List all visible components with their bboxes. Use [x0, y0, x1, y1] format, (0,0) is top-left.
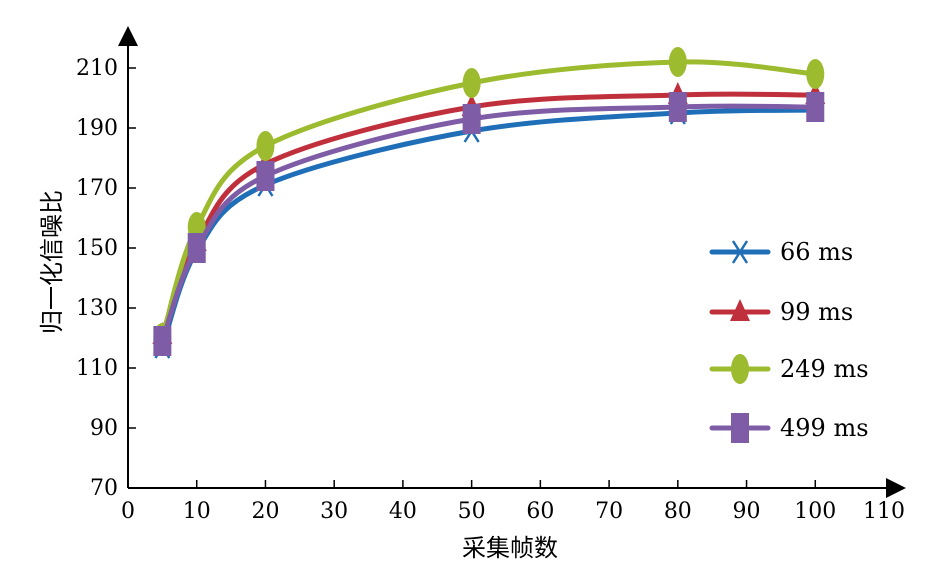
- x-tick-label: 70: [595, 499, 623, 524]
- series-249-ms: [153, 47, 825, 353]
- legend-entry: 66 ms: [709, 238, 853, 266]
- x-tick-label: 100: [794, 499, 836, 524]
- legend-marker: [731, 240, 749, 264]
- x-tick-label: 10: [183, 499, 211, 524]
- plot-area: [152, 47, 826, 359]
- data-point: [668, 47, 687, 77]
- x-tick-label: 30: [320, 499, 348, 524]
- x-tick-label: 20: [251, 499, 279, 524]
- x-tick-label: 90: [733, 499, 761, 524]
- legend: 66 ms 99 ms 249 ms 499 ms: [709, 238, 869, 443]
- y-tick-label: 210: [76, 56, 118, 81]
- x-tick-label: 0: [121, 499, 135, 524]
- x-tick-label: 50: [458, 499, 486, 524]
- data-point: [462, 104, 481, 134]
- x-tick-label: 60: [526, 499, 554, 524]
- data-point: [668, 92, 687, 122]
- y-tick-label: 90: [90, 416, 118, 441]
- legend-entry: 99 ms: [709, 298, 853, 326]
- data-point: [462, 68, 481, 98]
- legend-label: 66 ms: [780, 238, 853, 266]
- series-66-ms: [154, 98, 824, 359]
- y-tick-label: 170: [76, 176, 118, 201]
- axes: 0 10 20 30 40 50 60 70 80 90 100 110 70 90 110 130 150 17…: [38, 26, 906, 562]
- x-axis-title: 采集帧数: [462, 534, 558, 562]
- series-499-ms: [153, 92, 825, 356]
- legend-marker: [731, 354, 749, 384]
- y-tick-label: 130: [76, 296, 118, 321]
- y-tick-label: 150: [76, 236, 118, 261]
- legend-label: 249 ms: [780, 355, 869, 383]
- data-point: [187, 233, 206, 263]
- data-point: [806, 92, 825, 122]
- y-tick-label: 110: [76, 356, 118, 381]
- y-axis-title: 归一化信噪比: [38, 190, 66, 334]
- data-point: [256, 161, 275, 191]
- series-99-ms: [152, 82, 826, 344]
- y-tick-label: 70: [90, 476, 118, 501]
- data-point: [806, 59, 825, 89]
- y-tick-label: 190: [76, 116, 118, 141]
- legend-entry: 499 ms: [709, 413, 869, 443]
- x-tick-label: 80: [664, 499, 692, 524]
- data-point: [153, 326, 172, 356]
- x-tick-label: 40: [389, 499, 417, 524]
- data-point: [256, 131, 275, 161]
- legend-label: 99 ms: [780, 298, 853, 326]
- legend-label: 499 ms: [780, 414, 869, 442]
- legend-marker: [731, 413, 749, 443]
- x-tick-label: 110: [863, 499, 905, 524]
- legend-marker: [730, 299, 750, 321]
- legend-entry: 249 ms: [709, 354, 869, 384]
